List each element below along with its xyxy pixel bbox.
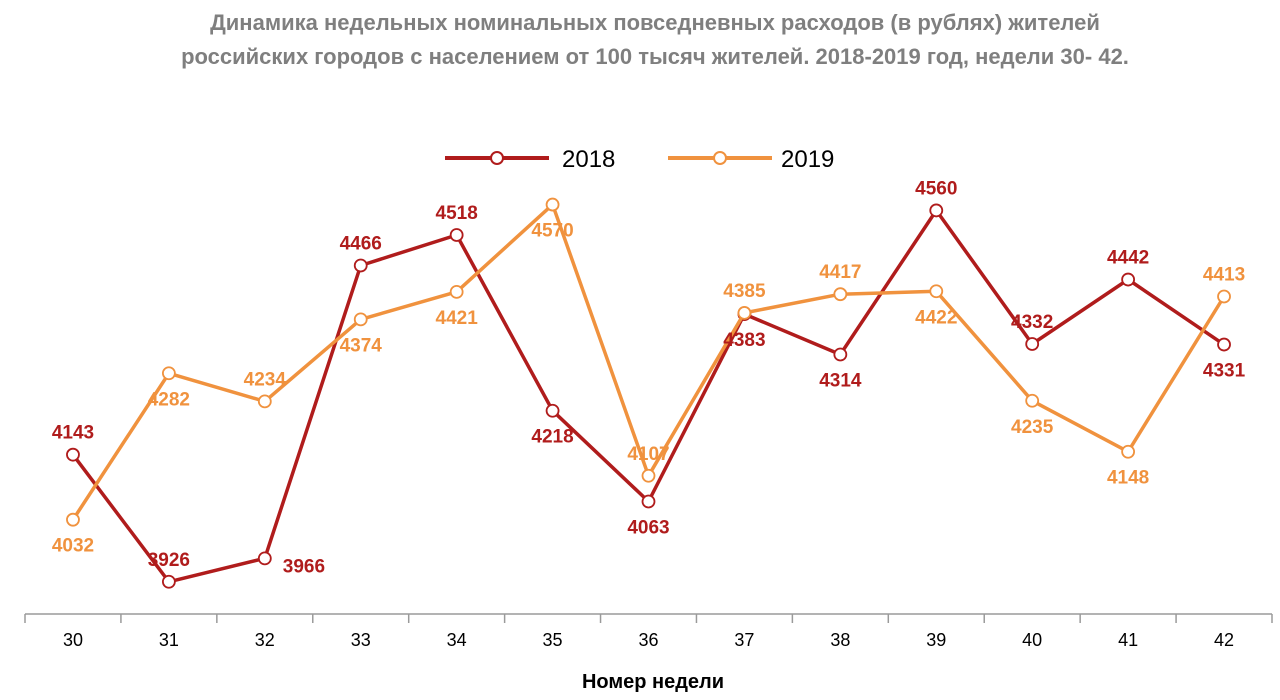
- x-tick-label: 30: [63, 630, 83, 650]
- data-label: 4570: [531, 221, 573, 242]
- data-point: [929, 203, 944, 218]
- data-point: [545, 197, 560, 212]
- data-label: 4314: [819, 371, 862, 392]
- data-point: [353, 258, 368, 273]
- data-point: [1121, 272, 1136, 287]
- legend-label: 2018: [562, 146, 615, 173]
- data-label: 4063: [627, 518, 669, 539]
- data-label: 4218: [531, 427, 573, 448]
- data-point: [257, 551, 272, 566]
- data-label: 4422: [915, 307, 957, 328]
- data-label: 4421: [436, 308, 479, 329]
- x-tick-label: 32: [255, 630, 275, 650]
- data-label: 4282: [148, 389, 190, 410]
- data-label: 4560: [915, 178, 957, 199]
- data-label: 4374: [340, 335, 383, 356]
- data-label: 4143: [52, 423, 94, 444]
- data-point: [1025, 337, 1040, 351]
- x-tick-label: 31: [159, 630, 179, 650]
- x-tick-label: 34: [447, 630, 467, 650]
- data-point: [545, 403, 560, 418]
- data-point: [737, 306, 752, 320]
- x-axis-label: Номер недели: [582, 671, 724, 693]
- data-label: 4234: [244, 369, 287, 390]
- data-point: [161, 366, 176, 381]
- x-axis: 30 31 32 33 34 35 36 37 38 39 40 41 42: [24, 613, 1273, 650]
- data-label: 4148: [1107, 468, 1149, 489]
- data-point: [353, 312, 368, 327]
- data-point: [161, 574, 176, 589]
- legend-item-2019: 2019: [668, 146, 834, 173]
- data-point: [833, 347, 848, 362]
- data-labels: 4143 3926 3966 4466 4518 4218 4063 4383 4314 4560…: [52, 178, 1246, 577]
- data-point: [1025, 393, 1040, 408]
- data-point: [449, 228, 464, 242]
- data-label: 4442: [1107, 248, 1149, 269]
- data-label: 4383: [723, 330, 765, 351]
- data-point: [1217, 289, 1231, 304]
- data-point: [641, 468, 656, 483]
- data-label: 4417: [819, 262, 861, 283]
- data-point: [66, 447, 80, 462]
- legend-marker: [713, 151, 727, 165]
- data-label: 4466: [340, 233, 382, 254]
- data-label: 4518: [436, 203, 478, 224]
- x-tick-label: 33: [351, 630, 371, 650]
- data-point: [257, 394, 272, 409]
- series-2019: [66, 197, 1231, 527]
- x-tick-label: 38: [830, 630, 850, 650]
- data-label: 4331: [1203, 361, 1246, 382]
- data-label: 4107: [627, 444, 669, 465]
- data-point: [833, 287, 848, 302]
- x-tick-label: 42: [1214, 630, 1234, 650]
- chart-title-line-2: российских городов с населением от 100 т…: [181, 44, 1129, 69]
- legend: 2018 2019: [445, 146, 834, 173]
- data-point: [1121, 444, 1136, 459]
- data-point: [66, 512, 80, 527]
- data-label: 4413: [1203, 265, 1245, 286]
- chart-title-line-1: Динамика недельных номинальных повседнев…: [210, 10, 1100, 35]
- legend-label: 2019: [781, 146, 834, 173]
- data-label: 4235: [1011, 417, 1054, 438]
- x-tick-label: 39: [926, 630, 946, 650]
- data-label: 4332: [1011, 312, 1053, 333]
- x-tick-label: 40: [1022, 630, 1042, 650]
- series-lines: [66, 197, 1231, 589]
- data-point: [449, 284, 464, 299]
- data-label: 3926: [148, 550, 190, 571]
- x-tick-label: 35: [543, 630, 563, 650]
- data-point: [929, 284, 944, 299]
- legend-marker: [490, 151, 504, 165]
- data-label: 3966: [283, 556, 325, 577]
- legend-item-2018: 2018: [445, 146, 615, 173]
- data-label: 4385: [723, 281, 766, 302]
- data-point: [1217, 337, 1231, 352]
- data-point: [641, 494, 656, 509]
- x-tick-label: 37: [734, 630, 754, 650]
- data-label: 4032: [52, 536, 94, 557]
- chart-title: Динамика недельных номинальных повседнев…: [0, 6, 1280, 74]
- x-tick-label: 36: [638, 630, 658, 650]
- x-tick-label: 41: [1118, 630, 1138, 650]
